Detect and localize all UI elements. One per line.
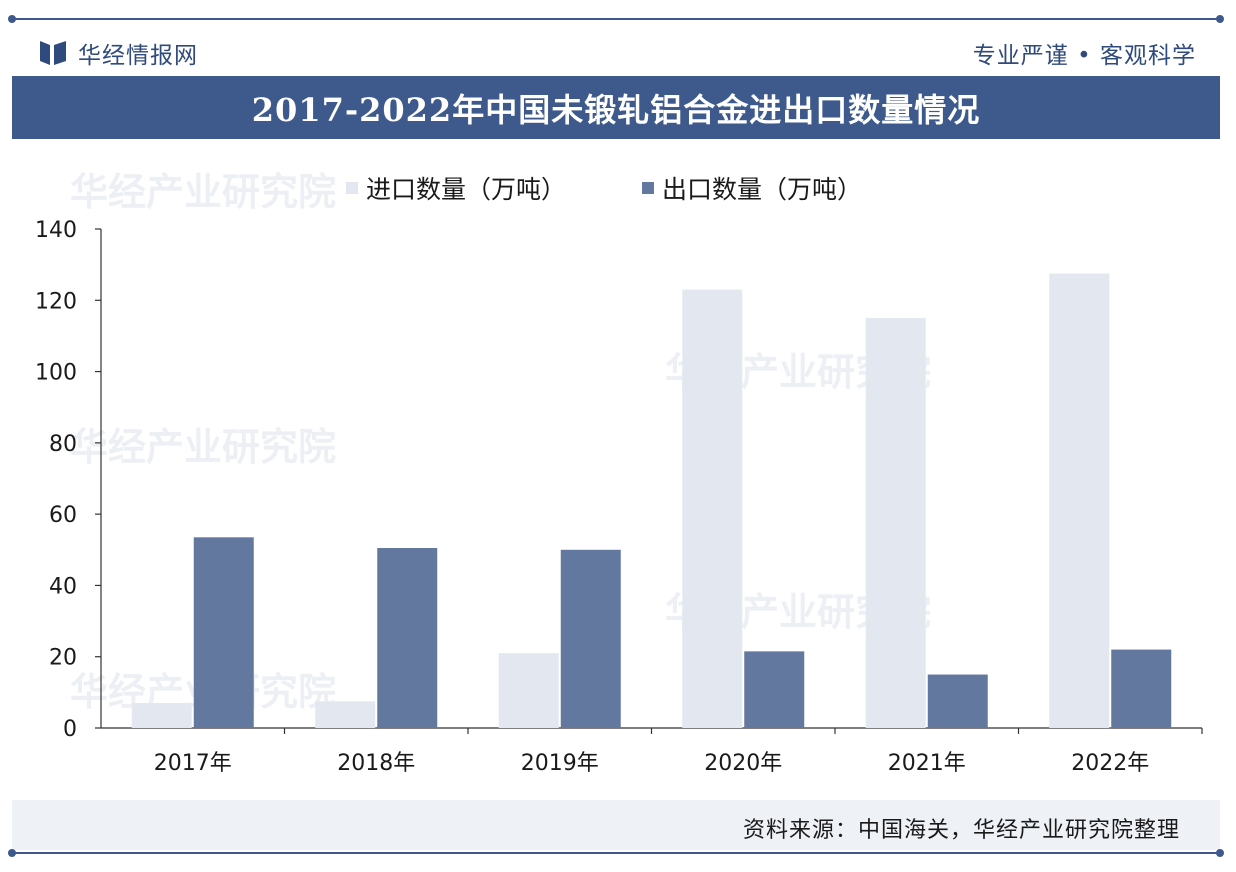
chart-title: 2017-2022年中国未锻轧铝合金进出口数量情况 — [251, 90, 981, 129]
legend: 进口数量（万吨） 出口数量（万吨） — [0, 166, 1236, 204]
y-tick-label: 40 — [49, 574, 77, 599]
x-tick-label: 2018年 — [337, 751, 415, 776]
brand-name: 华经情报网 — [78, 43, 198, 69]
y-tick-label: 20 — [49, 646, 77, 671]
y-tick-label: 60 — [49, 503, 77, 528]
y-tick-label: 0 — [63, 717, 77, 742]
source-band: 资料来源：中国海关，华经产业研究院整理 — [12, 800, 1220, 850]
legend-swatch-import — [346, 182, 358, 194]
legend-swatch-export — [642, 182, 654, 194]
brand: 华经情报网 — [40, 36, 198, 70]
legend-label-import: 进口数量（万吨） — [366, 175, 567, 204]
legend-item-import: 进口数量（万吨） — [346, 170, 566, 206]
bar-export — [744, 651, 805, 728]
watermark-text: 华经产业研究院 — [70, 425, 336, 469]
bar-import — [1049, 273, 1110, 728]
bar-import — [682, 289, 743, 728]
x-tick-label: 2020年 — [704, 751, 782, 776]
bar-import — [131, 703, 192, 728]
brand-logo-icon — [40, 41, 66, 65]
source-note: 资料来源：中国海关，华经产业研究院整理 — [742, 818, 1180, 843]
legend-label-export: 出口数量（万吨） — [662, 175, 863, 204]
top-frame-line — [12, 18, 1222, 20]
watermark-text: 华经产业研究院 — [70, 170, 336, 214]
bar-export — [560, 549, 621, 728]
x-tick-label: 2022年 — [1071, 751, 1149, 776]
y-tick-label: 100 — [35, 361, 77, 386]
bar-export — [193, 537, 254, 728]
legend-item-export: 出口数量（万吨） — [642, 170, 862, 206]
bottom-left-dot — [8, 849, 16, 857]
title-bar: 2017-2022年中国未锻轧铝合金进出口数量情况 — [12, 76, 1220, 139]
bar-import — [498, 653, 559, 728]
y-tick-label: 140 — [35, 218, 77, 243]
bar-export — [927, 674, 988, 728]
bar-import — [865, 318, 926, 728]
bottom-frame-line — [12, 852, 1222, 854]
y-tick-label: 120 — [35, 289, 77, 314]
header: 华经情报网 专业严谨 • 客观科学 — [0, 26, 1236, 74]
bar-export — [377, 548, 438, 728]
bottom-right-dot — [1216, 849, 1224, 857]
y-tick-label: 80 — [49, 432, 77, 457]
motto: 专业严谨 • 客观科学 — [972, 43, 1196, 69]
x-tick-label: 2017年 — [154, 751, 232, 776]
top-right-dot — [1216, 15, 1224, 23]
bar-import — [315, 701, 376, 728]
bar-export — [1111, 649, 1172, 728]
top-left-dot — [8, 15, 16, 23]
x-tick-label: 2021年 — [888, 751, 966, 776]
x-tick-label: 2019年 — [521, 751, 599, 776]
